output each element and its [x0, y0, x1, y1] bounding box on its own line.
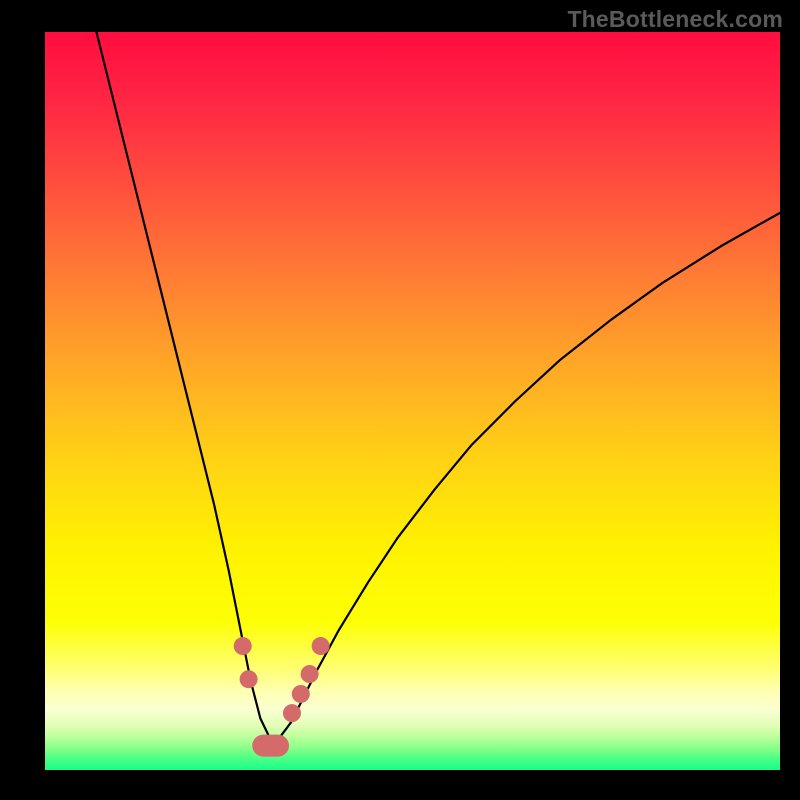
plot-gradient-background [45, 32, 780, 770]
watermark-text: TheBottleneck.com [567, 6, 783, 33]
chart-stage: TheBottleneck.com [0, 0, 800, 800]
